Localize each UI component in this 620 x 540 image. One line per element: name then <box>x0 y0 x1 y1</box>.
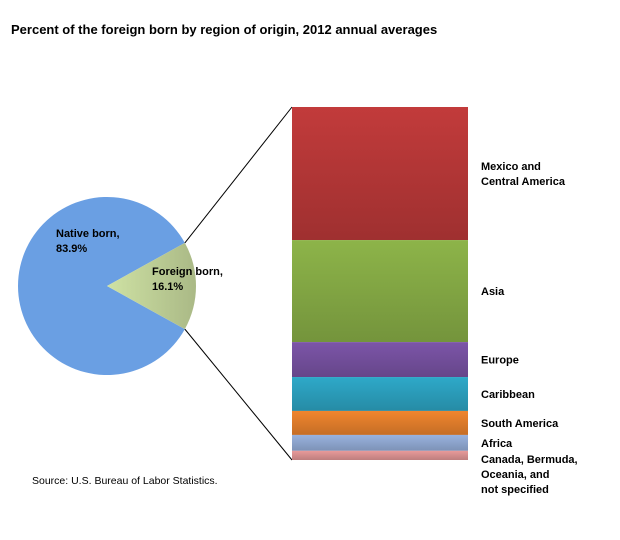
bar-segment-canada-bermuda <box>292 450 468 460</box>
pie-label-foreign-born: Foreign born, 16.1% <box>152 266 223 293</box>
bar-label-caribbean: Caribbean <box>481 389 535 401</box>
pie-slice-native-born <box>18 197 185 376</box>
bar-segment-europe <box>292 342 468 378</box>
bar-segment-south-america <box>292 410 468 435</box>
bar-label-africa: Africa <box>481 438 513 450</box>
bar-segment-caribbean <box>292 377 468 411</box>
bar-label-mexico-and: Mexico and Central America <box>481 161 566 188</box>
bar-label-europe: Europe <box>481 355 519 367</box>
connector-lines <box>184 106 293 461</box>
bar-segment-mexico-and <box>292 107 468 241</box>
pie-chart <box>18 197 196 376</box>
bar-label-canada-bermuda: Canada, Bermuda, Oceania, and not specifie… <box>481 454 578 496</box>
bar-label-asia: Asia <box>481 286 505 298</box>
connector-line-top <box>184 106 293 244</box>
bar-segment-asia <box>292 240 468 343</box>
connector-line-bottom <box>184 328 293 461</box>
chart-title: Percent of the foreign born by region of… <box>11 22 438 37</box>
bar-segment-africa <box>292 434 468 451</box>
pie-slice-foreign-born <box>107 242 196 330</box>
data-labels: Native born, 83.9% Foreign born, 16.1% Mexic… <box>56 161 578 496</box>
source-note: Source: U.S. Bureau of Labor Statistics. <box>32 475 218 487</box>
pie-label-native-born: Native born, 83.9% <box>56 228 120 255</box>
bar-label-south-america: South America <box>481 418 559 430</box>
stacked-bar <box>292 107 468 460</box>
